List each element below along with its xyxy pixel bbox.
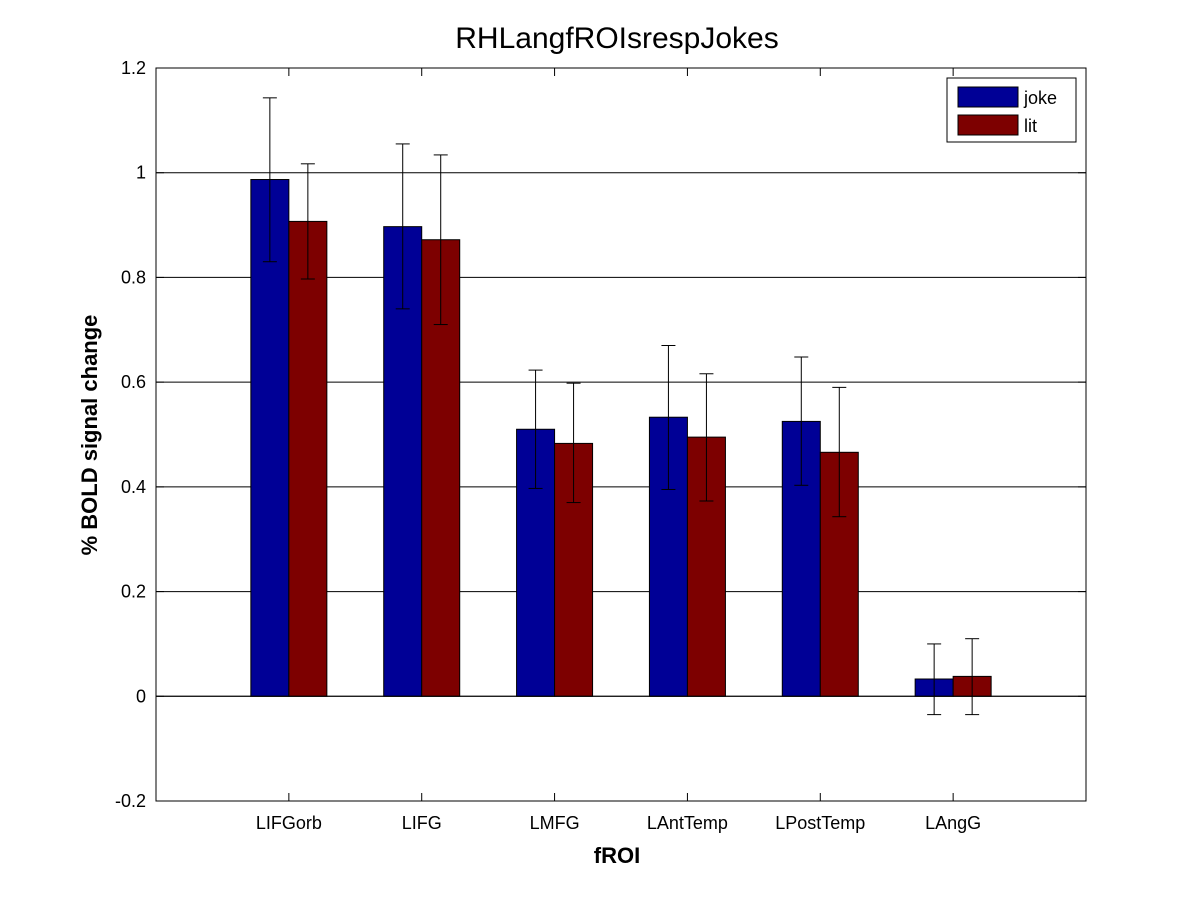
legend-label-joke: joke: [1023, 88, 1057, 108]
y-tick-label: 0.4: [121, 477, 146, 497]
x-axis-ticks: LIFGorb LIFG LMFG LAntTemp LPostTemp LAngG: [256, 68, 981, 833]
x-tick-label-LMFG: LMFG: [530, 813, 580, 833]
y-tick-label: 0.6: [121, 372, 146, 392]
y-tick-label: 1.2: [121, 58, 146, 78]
x-tick-label-LIFGorb: LIFGorb: [256, 813, 322, 833]
x-tick-label-LPostTemp: LPostTemp: [775, 813, 865, 833]
x-tick-label-LAngG: LAngG: [925, 813, 981, 833]
legend: joke lit: [946, 77, 1077, 143]
error-bars: [262, 97, 980, 716]
y-tick-label: -0.2: [115, 791, 146, 811]
y-tick-label: 0.2: [121, 582, 146, 602]
bar-lit-LIFGorb: [288, 220, 328, 697]
y-axis-label: % BOLD signal change: [77, 315, 102, 556]
plot-area: -0.2 0 0.2 0.4 0.6 0.8 1 1.2 LIFGorb LIFG LMFG LAn…: [115, 58, 1087, 833]
y-tick-label: 1: [136, 163, 146, 183]
y-tick-label: 0.8: [121, 267, 146, 287]
x-tick-label-LIFG: LIFG: [402, 813, 442, 833]
x-tick-label-LAntTemp: LAntTemp: [647, 813, 728, 833]
legend-label-lit: lit: [1024, 116, 1037, 136]
y-tick-label: 0: [136, 686, 146, 706]
x-axis-label: fROI: [594, 843, 640, 868]
legend-swatch-joke: [957, 86, 1019, 108]
chart-title: RHLangfROIsrespJokes: [455, 22, 778, 55]
legend-swatch-lit: [957, 114, 1019, 136]
y-axis-ticks: -0.2 0 0.2 0.4 0.6 0.8 1 1.2: [115, 58, 1086, 811]
